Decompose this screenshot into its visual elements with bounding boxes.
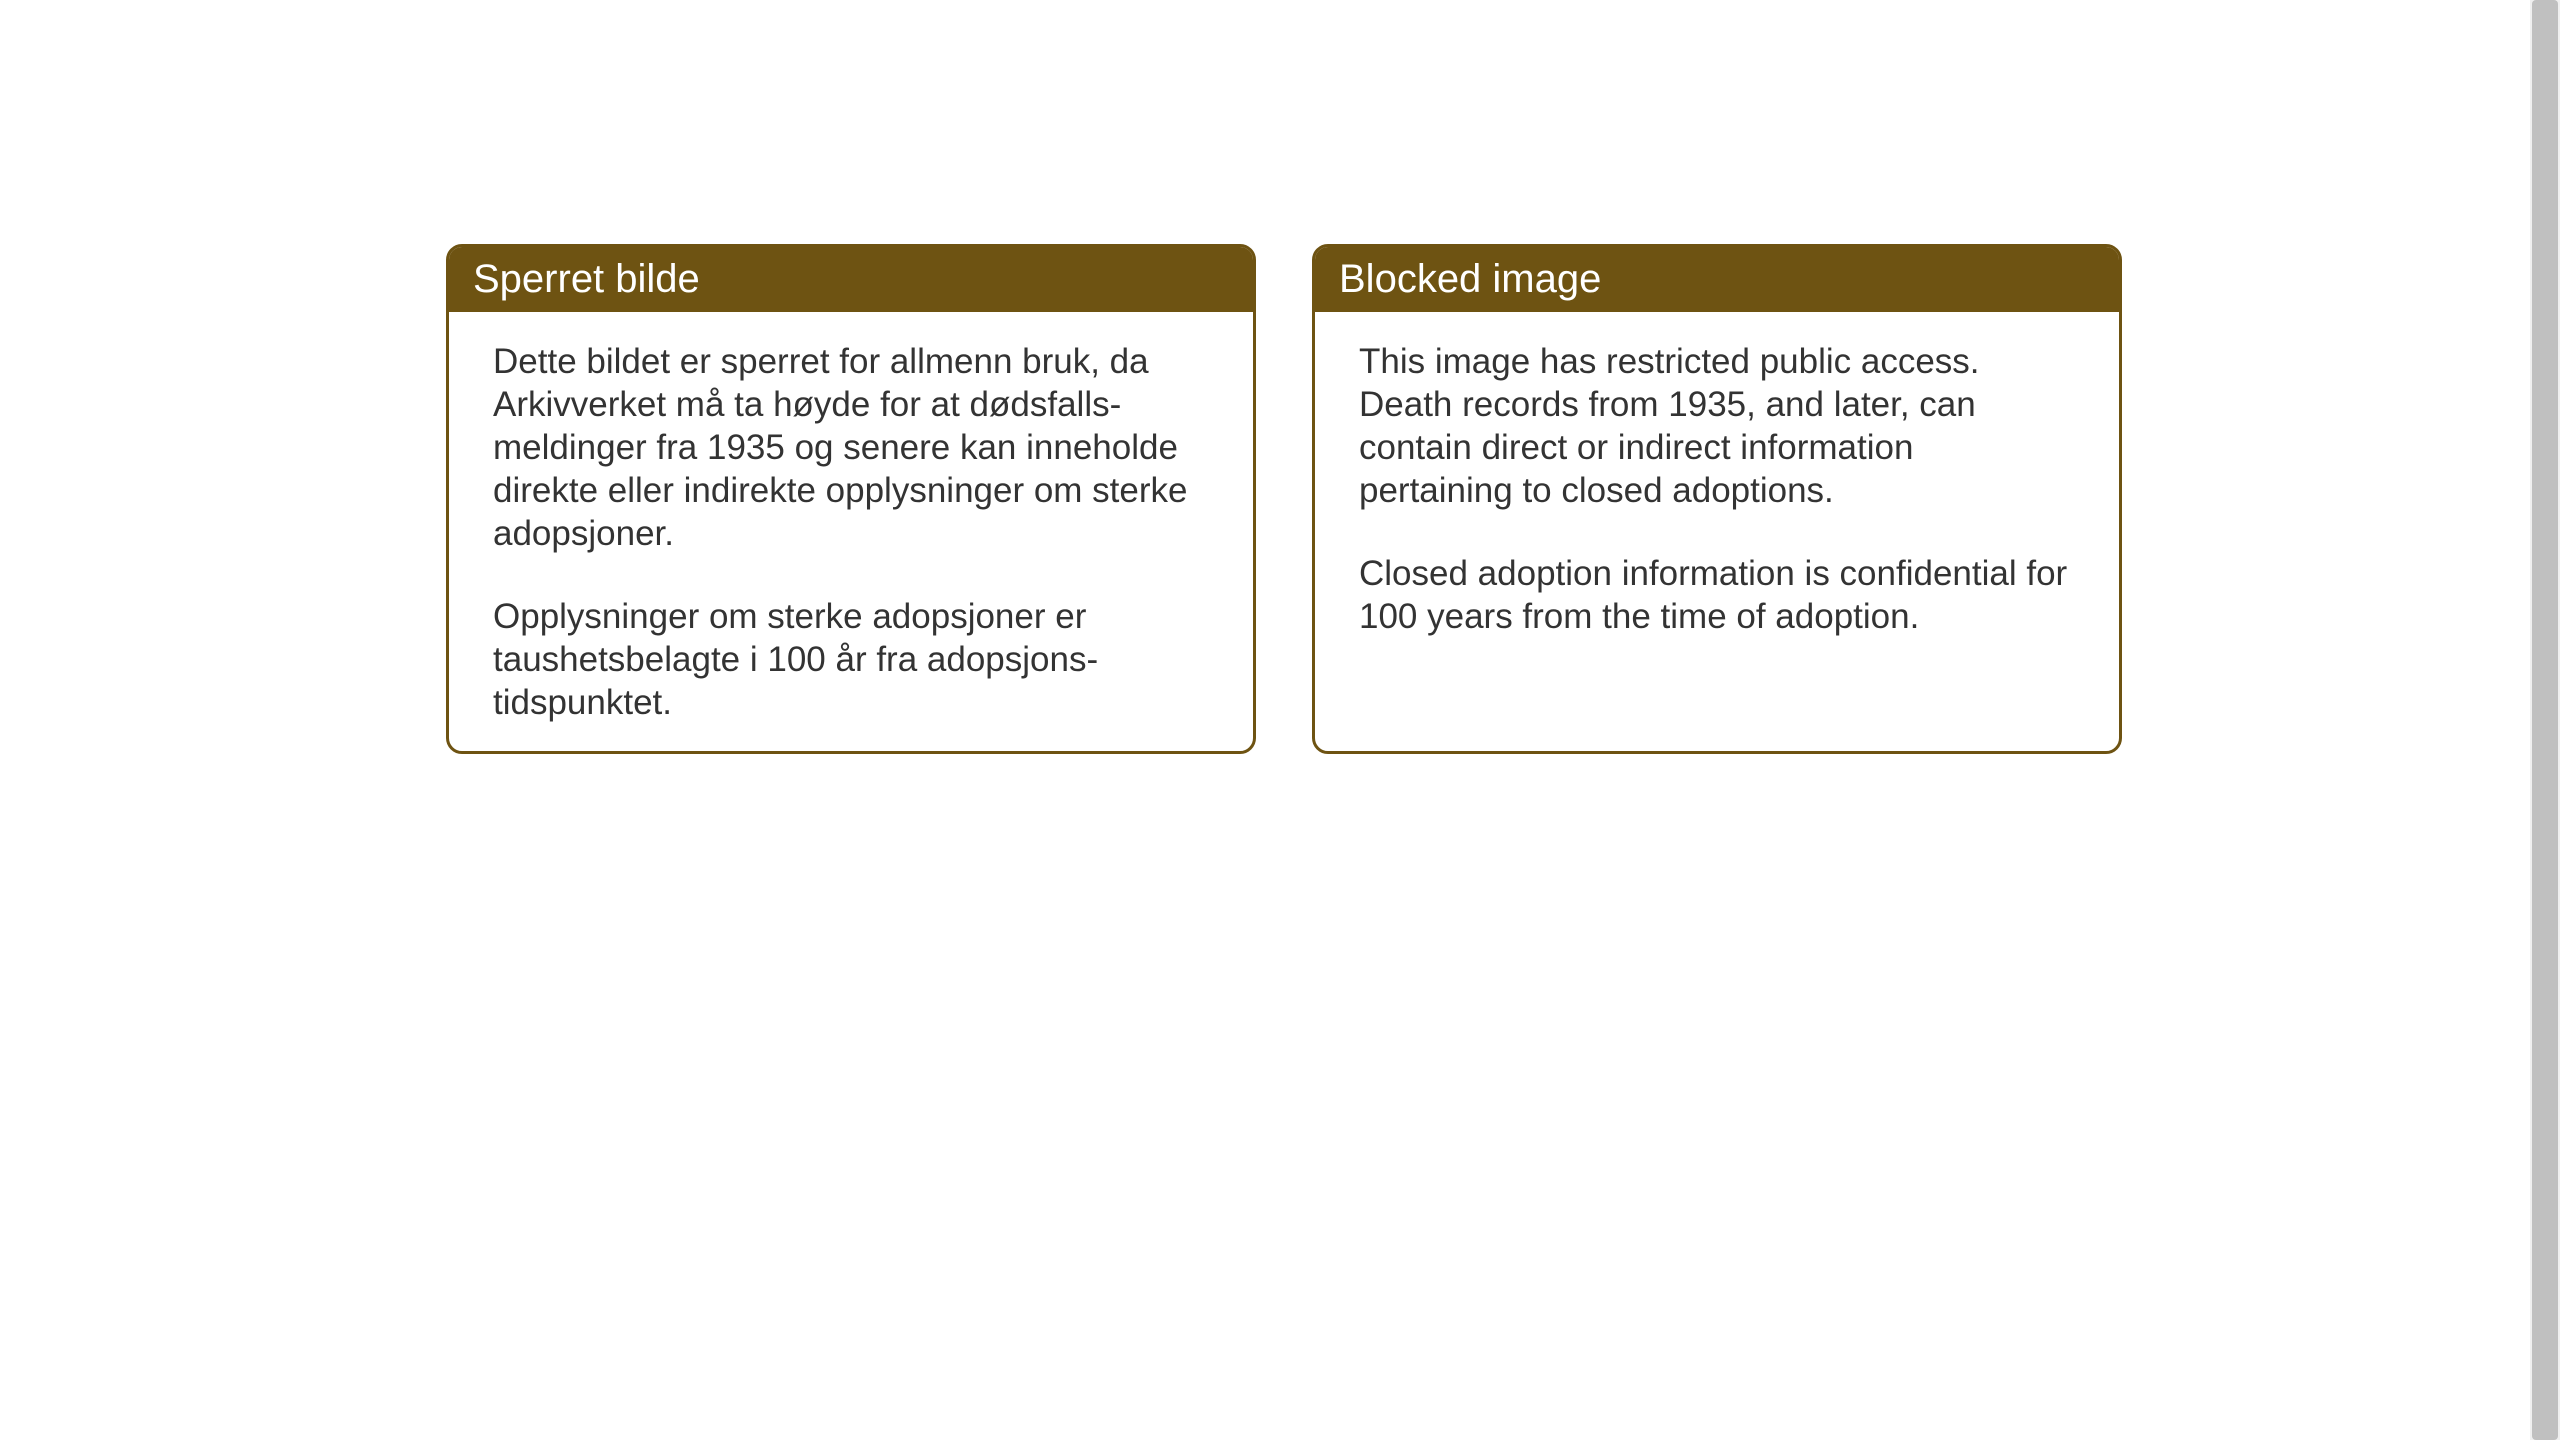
- vertical-scrollbar-thumb[interactable]: [2532, 0, 2558, 1440]
- english-paragraph-1: This image has restricted public access.…: [1359, 340, 2075, 512]
- norwegian-card-title: Sperret bilde: [449, 247, 1253, 312]
- norwegian-paragraph-1: Dette bildet er sperret for allmenn bruk…: [493, 340, 1209, 555]
- english-card: Blocked image This image has restricted …: [1312, 244, 2122, 754]
- norwegian-paragraph-2: Opplysninger om sterke adopsjoner er tau…: [493, 595, 1209, 724]
- norwegian-card-body: Dette bildet er sperret for allmenn bruk…: [449, 312, 1253, 752]
- cards-container: Sperret bilde Dette bildet er sperret fo…: [446, 244, 2122, 754]
- english-card-body: This image has restricted public access.…: [1315, 312, 2119, 666]
- vertical-scrollbar-track[interactable]: [2530, 0, 2560, 1440]
- english-card-title: Blocked image: [1315, 247, 2119, 312]
- english-paragraph-2: Closed adoption information is confident…: [1359, 552, 2075, 638]
- norwegian-card: Sperret bilde Dette bildet er sperret fo…: [446, 244, 1256, 754]
